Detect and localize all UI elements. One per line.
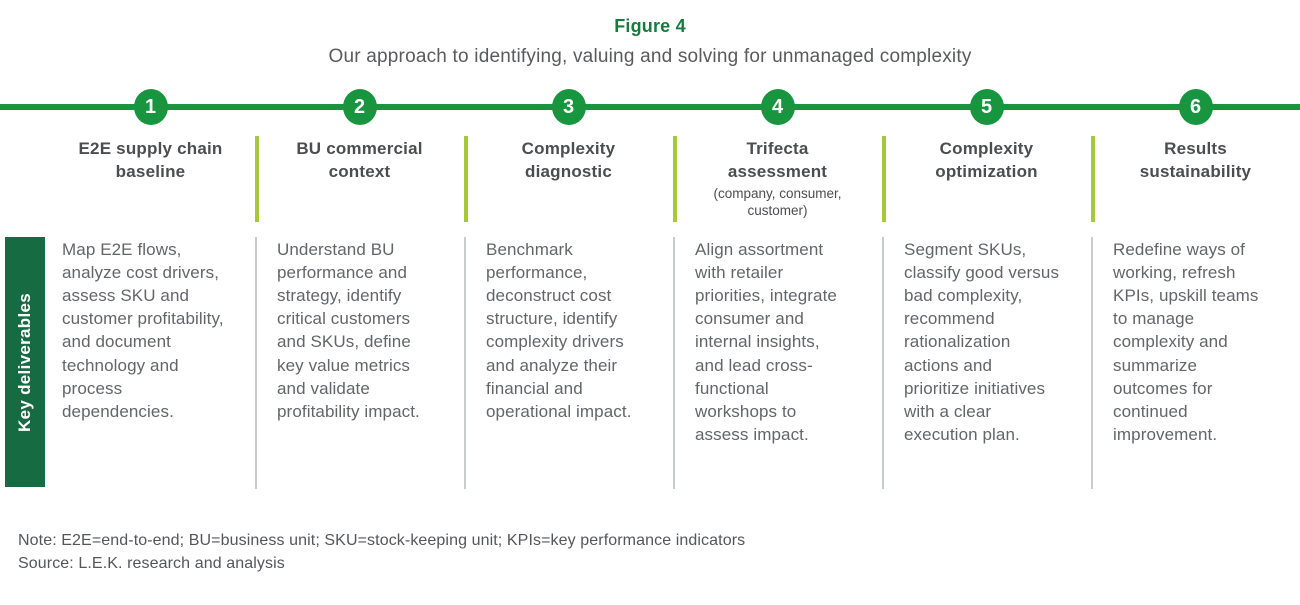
source-line: Source: L.E.K. research and analysis — [18, 555, 285, 573]
key-deliverables-section: Key deliverables Map E2E flows, analyze … — [0, 237, 1300, 489]
timeline-line — [0, 104, 1300, 110]
step-number-badge-4: 4 — [760, 89, 795, 125]
step-number-badge-5: 5 — [969, 89, 1004, 125]
step-header-6: Results sustainability — [1091, 136, 1300, 222]
figure-label: Figure 4 — [614, 16, 686, 36]
footer: Note: E2E=end-to-end; BU=business unit; … — [0, 529, 1300, 575]
timeline-circles: 1 2 3 4 5 6 — [0, 89, 1300, 125]
deliverable-text-1: Map E2E flows, analyze cost drivers, ass… — [62, 240, 224, 421]
step-title: BU commercial context — [296, 139, 423, 181]
step-title: Results sustainability — [1139, 139, 1252, 181]
step-headers-row: E2E supply chain baseline BU commercial … — [0, 136, 1300, 222]
step-header-2: BU commercial context — [255, 136, 464, 222]
deliverable-text-4: Align assortment with retailer prioritie… — [673, 237, 882, 489]
deliverable-text-3: Benchmark performance, deconstruct cost … — [464, 237, 673, 489]
deliverable-text-6: Redefine ways of working, refresh KPIs, … — [1091, 237, 1300, 489]
step-header-5: Complexity optimization — [882, 136, 1091, 222]
step-header-1: E2E supply chain baseline — [46, 136, 255, 222]
footnote: Note: E2E=end-to-end; BU=business unit; … — [18, 532, 746, 549]
deliverable-text-5: Segment SKUs, classify good versus bad c… — [882, 237, 1091, 489]
key-deliverables-bar: Key deliverables — [5, 237, 45, 487]
step-number-badge-2: 2 — [342, 89, 377, 125]
step-title: Complexity diagnostic — [521, 139, 616, 181]
deliverables-grid: Map E2E flows, analyze cost drivers, ass… — [0, 237, 1300, 489]
step-number-badge-3: 3 — [551, 89, 586, 125]
key-deliverables-label: Key deliverables — [15, 292, 34, 432]
step-header-4: Trifecta assessment (company, consumer, … — [673, 136, 882, 222]
step-circle-slot: 2 — [255, 89, 464, 125]
step-circle-slot: 5 — [882, 89, 1091, 125]
process-timeline: 1 2 3 4 5 6 — [0, 89, 1300, 125]
step-number-badge-1: 1 — [133, 89, 168, 125]
step-circle-slot: 6 — [1091, 89, 1300, 125]
step-title: E2E supply chain baseline — [78, 139, 223, 181]
title-block: Figure 4 Our approach to identifying, va… — [0, 0, 1300, 68]
step-number-badge-6: 6 — [1178, 89, 1213, 125]
step-title: Complexity optimization — [935, 139, 1038, 181]
figure-title: Our approach to identifying, valuing and… — [328, 46, 972, 67]
step-header-3: Complexity diagnostic — [464, 136, 673, 222]
step-subtitle: (company, consumer, customer) — [713, 185, 842, 218]
step-circle-slot: 1 — [46, 89, 255, 125]
deliverable-text-2: Understand BU performance and strategy, … — [255, 237, 464, 489]
step-circle-slot: 3 — [464, 89, 673, 125]
step-circle-slot: 4 — [673, 89, 882, 125]
step-title: Trifecta assessment — [727, 139, 828, 181]
